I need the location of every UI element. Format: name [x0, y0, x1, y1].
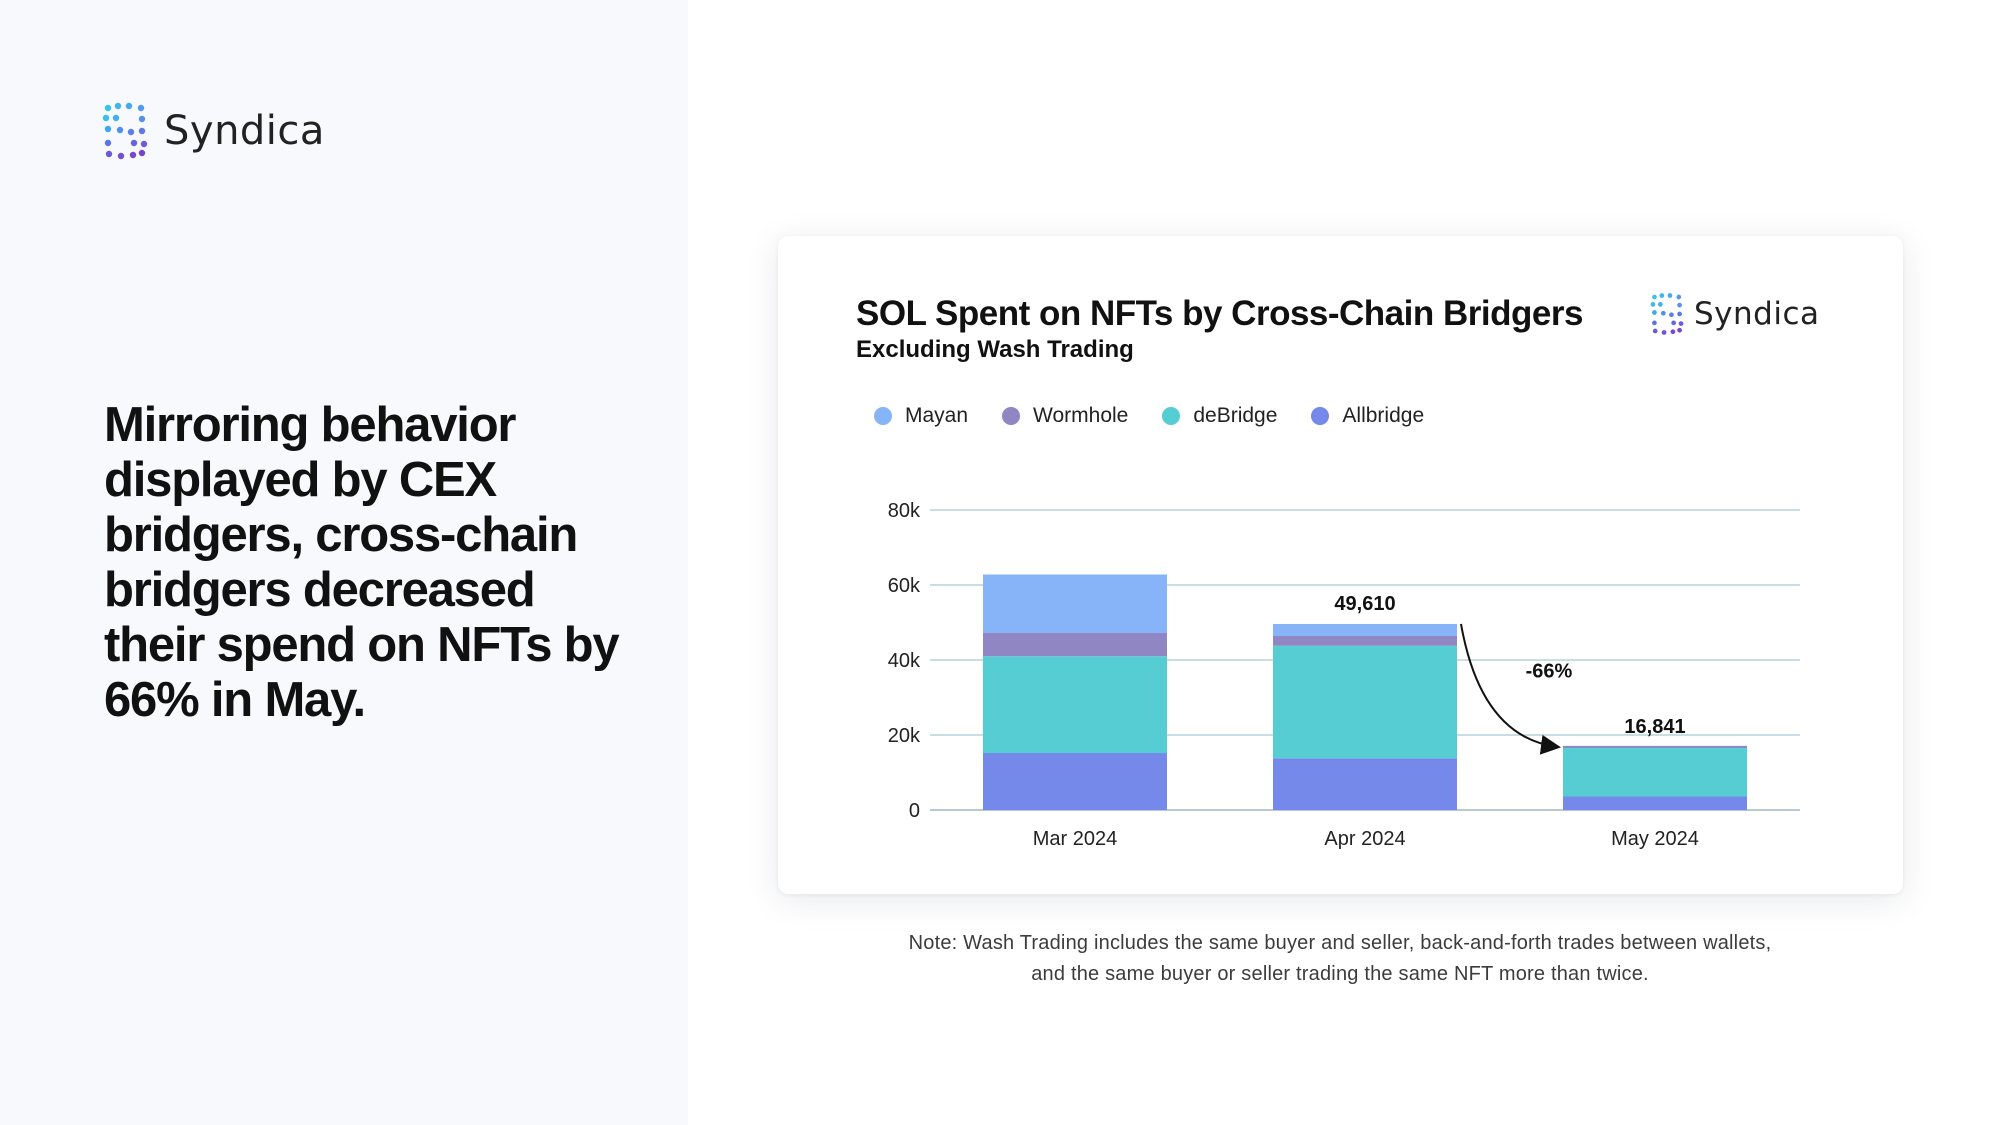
card-syndica-logo: Syndica [1650, 292, 1820, 336]
legend-label: Wormhole [1033, 404, 1129, 427]
legend-swatch [874, 407, 892, 425]
change-arrow [1460, 623, 1561, 755]
syndica-mark-icon [1650, 293, 1684, 335]
y-tick-label: 80k [888, 500, 921, 522]
legend-swatch [1162, 407, 1181, 425]
bar-segment-mayan [983, 574, 1167, 633]
y-tick-label: 40k [888, 650, 921, 672]
brand-wordmark: Syndica [164, 108, 325, 154]
legend-label: Mayan [905, 404, 969, 427]
bar-segment-debridge [1563, 746, 1747, 797]
chart-card: SOL Spent on NFTs by Cross-Chain Bridger… [778, 236, 1903, 894]
legend-label: deBridge [1193, 404, 1278, 427]
bar-segment-allbridge [1273, 758, 1457, 810]
headline: Mirroring behavior displayed by CEX brid… [104, 398, 620, 727]
bar-segment-allbridge [1563, 796, 1747, 810]
y-tick-label: 60k [888, 575, 921, 597]
footnote: Note: Wash Trading includes the same buy… [908, 932, 1772, 985]
data-label: 49,610 [1334, 593, 1395, 615]
bar-segment-debridge [1273, 645, 1457, 759]
y-tick-label: 20k [888, 725, 921, 747]
bar-segment-mayan [1273, 623, 1457, 636]
legend-item-allbridge: Allbridge [1311, 404, 1424, 428]
y-tick-label: 0 [909, 800, 920, 822]
legend-item-wormhole: Wormhole [1002, 404, 1128, 428]
card-brand-wordmark: Syndica [1694, 296, 1820, 332]
syndica-logo: Syndica [102, 102, 325, 160]
legend-item-mayan: Mayan [874, 404, 968, 428]
x-tick-label: Mar 2024 [1033, 828, 1118, 850]
x-tick-label: May 2024 [1611, 828, 1699, 850]
left-panel: Syndica Mirroring behavior displayed by … [0, 0, 688, 1125]
x-tick-label: Apr 2024 [1324, 828, 1405, 850]
bar-segment-debridge [983, 656, 1167, 753]
legend-item-debridge: deBridge [1162, 404, 1277, 428]
syndica-mark-icon [102, 102, 148, 160]
bar-segment-wormhole [1273, 636, 1457, 646]
bar-segment-wormhole [983, 633, 1167, 657]
data-label: 16,841 [1624, 716, 1685, 738]
bar-segment-allbridge [983, 753, 1167, 810]
legend-label: Allbridge [1342, 404, 1425, 427]
legend-swatch [1002, 407, 1021, 425]
chart-legend: Mayan Wormhole deBridge Allbridge [874, 404, 1458, 428]
change-annotation-label: -66% [1526, 660, 1573, 682]
stacked-bar-chart: 0 20k 40k 60k 80k Mar 2024 Apr 2024 May 2024 49,… [888, 500, 1800, 850]
legend-swatch [1311, 407, 1330, 425]
chart-subtitle: Excluding Wash Trading [856, 336, 1134, 363]
chart-title: SOL Spent on NFTs by Cross-Chain Bridger… [856, 294, 1583, 333]
